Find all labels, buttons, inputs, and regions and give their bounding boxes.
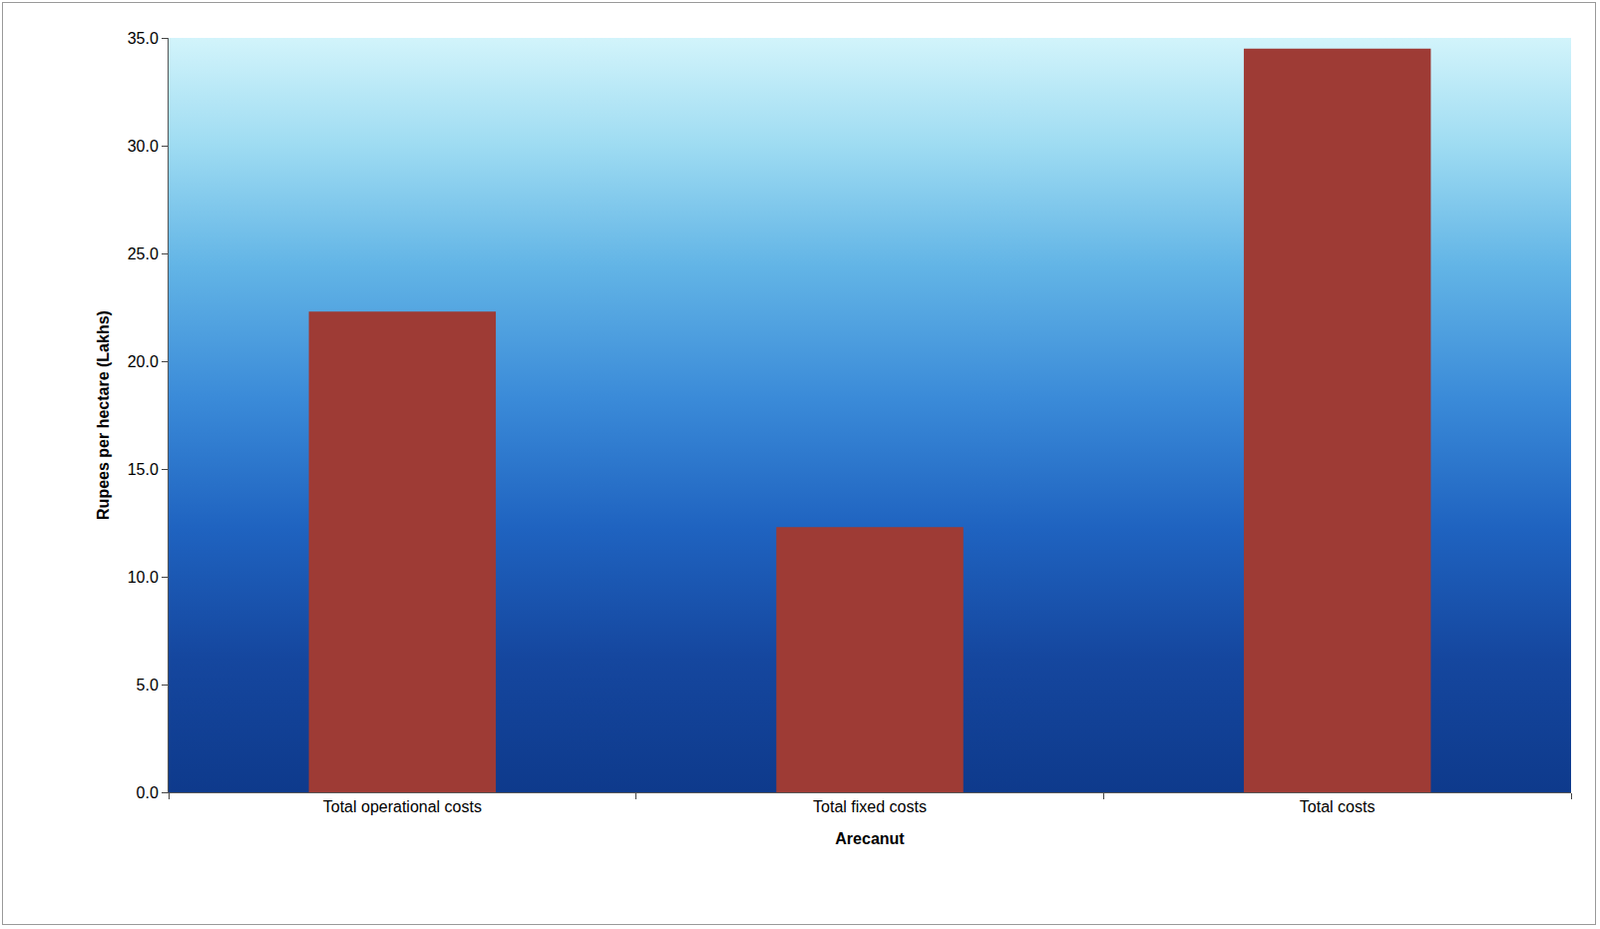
svg-text:Total operational costs: Total operational costs <box>323 798 482 815</box>
svg-text:30.0: 30.0 <box>127 137 159 155</box>
svg-text:25.0: 25.0 <box>127 245 159 263</box>
svg-text:Total fixed costs: Total fixed costs <box>812 798 927 815</box>
svg-text:35.0: 35.0 <box>127 29 159 47</box>
svg-text:20.0: 20.0 <box>127 353 159 371</box>
svg-text:Arecanut: Arecanut <box>834 829 905 847</box>
svg-text:5.0: 5.0 <box>136 676 159 694</box>
svg-text:Total costs: Total costs <box>1299 798 1376 815</box>
svg-text:Rupees per hectare (Lakhs): Rupees per hectare (Lakhs) <box>94 310 112 520</box>
svg-text:0.0: 0.0 <box>136 784 159 801</box>
svg-text:15.0: 15.0 <box>127 460 159 478</box>
svg-text:10.0: 10.0 <box>127 568 159 586</box>
